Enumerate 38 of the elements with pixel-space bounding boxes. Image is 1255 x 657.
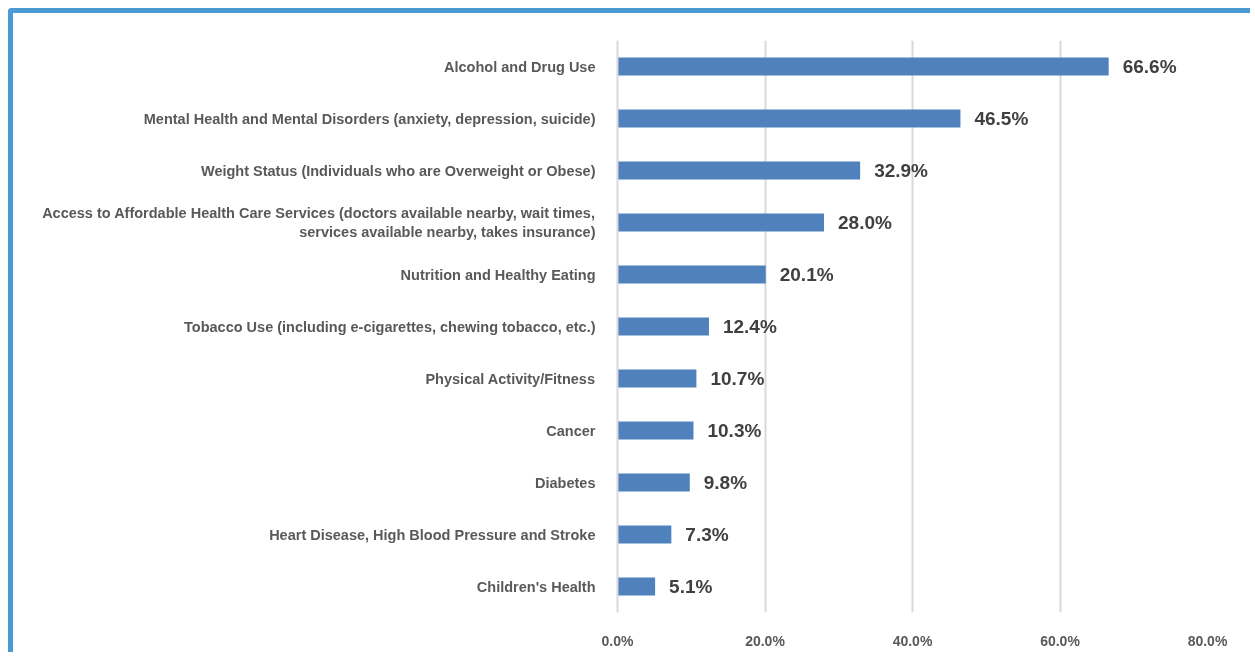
- data-label: 9.8%: [703, 472, 748, 493]
- x-tick-label: 20.0%: [745, 632, 786, 649]
- x-tick-label: 40.0%: [892, 632, 933, 649]
- bar: [617, 317, 709, 336]
- data-label: 46.5%: [974, 108, 1029, 129]
- x-tick-label: 0.0%: [601, 632, 635, 649]
- y-tick-label: Weight Status (Individuals who are Overweight or Obese): [200, 162, 596, 179]
- data-label: 10.3%: [707, 420, 762, 441]
- y-tick-label: Children's Health: [476, 578, 596, 595]
- bar: [617, 109, 961, 128]
- data-label: 7.3%: [685, 524, 729, 545]
- data-label: 32.9%: [874, 160, 929, 181]
- x-tick-label: 80.0%: [1187, 632, 1228, 649]
- bar: [617, 525, 672, 544]
- data-label: 10.7%: [710, 368, 765, 389]
- data-label: 28.0%: [838, 212, 892, 233]
- bar: [617, 577, 656, 596]
- bar: [617, 161, 861, 180]
- data-label: 12.4%: [722, 316, 777, 337]
- y-tick-label: Physical Activity/Fitness: [425, 370, 595, 387]
- bar: [617, 265, 766, 284]
- y-tick-label: Mental Health and Mental Disorders (anxiety, depression, suicide): [143, 110, 596, 127]
- y-tick-label: Alcohol and Drug Use: [444, 58, 596, 75]
- bar: [617, 473, 690, 492]
- data-label: 66.6%: [1122, 56, 1177, 77]
- x-tick-label: 60.0%: [1040, 632, 1081, 649]
- y-tick-label: Cancer: [546, 422, 596, 439]
- bar: [617, 213, 824, 232]
- data-label: 5.1%: [669, 576, 713, 597]
- data-label: 20.1%: [779, 264, 834, 285]
- bar: [617, 57, 1109, 76]
- y-tick-label: Tobacco Use (including e-cigarettes, chewing tobacco, etc.): [184, 318, 596, 335]
- y-tick-label: Diabetes: [535, 474, 596, 491]
- bar: [617, 369, 697, 388]
- bar: [617, 421, 694, 440]
- y-tick-label: Heart Disease, High Blood Pressure and Stroke: [269, 526, 596, 543]
- y-tick-label: Access to Affordable Health Care Services (doctors available nearby, wait times, services available nearby, takes insurance): [42, 204, 596, 241]
- y-tick-label: Nutrition and Healthy Eating: [400, 266, 596, 283]
